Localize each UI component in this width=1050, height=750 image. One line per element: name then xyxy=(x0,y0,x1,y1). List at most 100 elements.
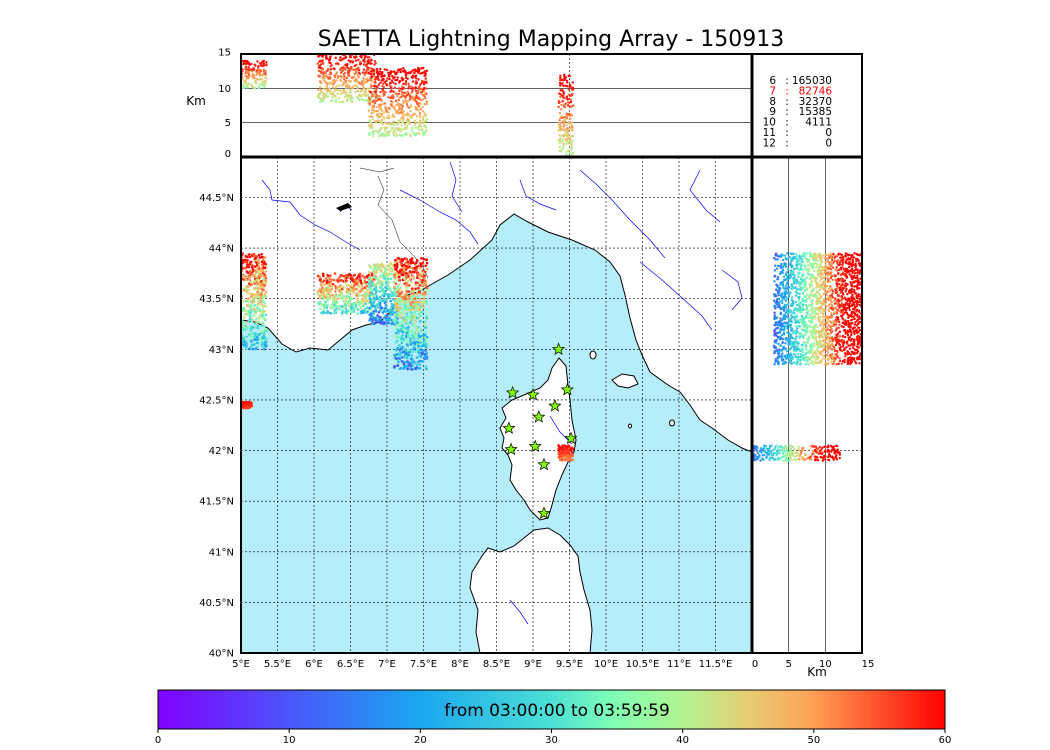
lightning-source xyxy=(562,84,565,87)
lightning-source xyxy=(813,344,816,348)
lightning-source xyxy=(405,124,409,127)
lightning-source xyxy=(416,347,420,351)
alt-lon-cell xyxy=(241,59,268,90)
lightning-source xyxy=(257,283,261,286)
lightning-source xyxy=(260,303,264,306)
lightning-source xyxy=(242,307,246,310)
lightning-source xyxy=(242,62,245,66)
lightning-source xyxy=(569,117,572,120)
lightning-source xyxy=(563,120,566,123)
lightning-source xyxy=(329,287,333,290)
lightning-source xyxy=(329,68,333,71)
lightning-source xyxy=(387,96,390,99)
lightning-source xyxy=(398,109,402,112)
lightning-source xyxy=(413,119,416,123)
land-giglio xyxy=(669,419,675,427)
lightning-source xyxy=(318,301,322,304)
lightning-source xyxy=(387,134,391,137)
lightning-source xyxy=(841,261,845,265)
lightning-source xyxy=(338,89,342,92)
lightning-source xyxy=(787,286,790,289)
lightning-source xyxy=(420,351,423,355)
lightning-source xyxy=(421,98,425,101)
station-star-icon xyxy=(564,431,578,445)
lightning-source xyxy=(557,101,561,105)
lightning-source xyxy=(834,297,837,300)
lightning-source xyxy=(345,99,349,103)
lightning-source xyxy=(813,294,816,298)
lightning-source xyxy=(413,362,417,365)
lightning-source xyxy=(560,108,563,111)
lightning-source xyxy=(412,112,415,115)
map-y-tick-label: 43°N xyxy=(209,345,234,356)
lightning-source xyxy=(805,293,809,296)
lightning-source xyxy=(250,295,253,298)
lightning-source xyxy=(324,81,328,84)
lightning-source xyxy=(334,95,337,98)
lightning-source xyxy=(410,357,413,360)
lightning-source xyxy=(374,61,377,65)
lightning-source xyxy=(352,301,356,305)
lightning-source xyxy=(262,68,266,72)
lightning-source xyxy=(265,295,268,299)
lightning-source xyxy=(332,312,336,315)
lightning-source xyxy=(421,344,425,347)
lightning-source xyxy=(331,282,335,286)
lightning-source xyxy=(371,100,374,104)
lightning-source xyxy=(838,320,841,324)
lightning-source xyxy=(367,71,370,75)
lightning-source xyxy=(850,333,853,337)
lightning-source xyxy=(400,307,404,311)
lightning-source xyxy=(562,92,566,95)
lightning-source xyxy=(837,253,840,256)
lightning-source xyxy=(344,296,348,300)
lightning-source xyxy=(857,259,861,262)
lightning-source xyxy=(829,312,833,315)
lightning-source xyxy=(570,139,573,143)
lightning-source xyxy=(246,300,249,303)
lightning-source xyxy=(322,75,325,78)
lightning-source xyxy=(263,281,267,285)
lightning-source xyxy=(406,105,409,108)
lightning-source xyxy=(806,272,809,275)
lightning-source xyxy=(389,299,392,303)
lightning-source xyxy=(367,276,371,280)
lightning-source xyxy=(794,294,798,297)
lightning-source xyxy=(423,70,426,73)
lightning-source xyxy=(325,279,329,283)
lightning-source xyxy=(812,287,815,290)
lightning-source xyxy=(351,86,354,90)
lightning-source xyxy=(400,124,403,127)
lightning-source xyxy=(251,73,255,76)
lightning-source xyxy=(395,92,398,95)
lightning-source xyxy=(791,270,794,273)
lightning-source xyxy=(387,281,390,285)
lightning-source xyxy=(398,344,401,347)
lightning-source xyxy=(363,296,366,300)
lightning-source xyxy=(404,80,408,83)
lightning-source xyxy=(567,149,570,152)
lightning-source xyxy=(373,129,376,133)
lightning-source xyxy=(380,109,383,112)
lightning-source xyxy=(409,105,412,109)
lightning-source xyxy=(329,92,332,95)
lightning-source xyxy=(565,132,568,135)
lightning-source xyxy=(566,85,569,88)
lightning-source xyxy=(322,310,326,314)
lightning-source xyxy=(331,85,335,89)
lightning-source xyxy=(368,279,371,283)
lightning-source xyxy=(394,276,397,279)
lightning-source xyxy=(422,291,426,295)
lightning-source xyxy=(557,105,560,109)
lightning-source xyxy=(319,288,322,292)
lightning-source xyxy=(244,406,248,410)
lightning-source xyxy=(809,303,813,307)
lightning-source xyxy=(249,334,252,338)
lightning-source xyxy=(858,357,861,361)
lightning-source xyxy=(356,89,360,93)
lightning-source xyxy=(393,123,396,126)
lightning-source xyxy=(258,77,262,81)
lightning-source xyxy=(317,289,321,293)
lightning-source xyxy=(826,280,830,283)
lightning-source xyxy=(421,121,424,124)
